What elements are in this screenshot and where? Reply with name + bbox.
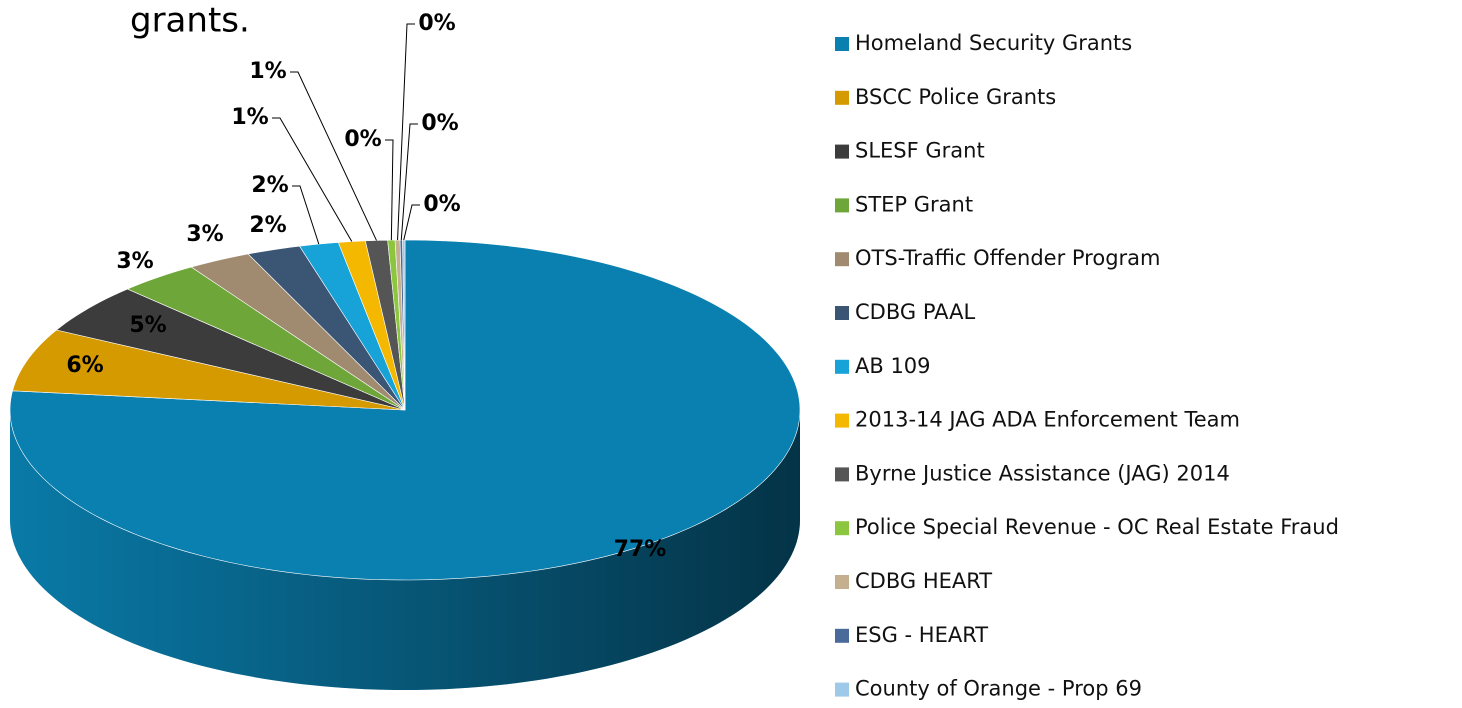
data-label: 6% xyxy=(66,353,103,378)
slice xyxy=(247,245,406,411)
legend-label: Police Special Revenue - OC Real Estate … xyxy=(855,515,1339,539)
leader-line xyxy=(290,71,377,241)
legend-label: 2013-14 JAG ADA Enforcement Team xyxy=(855,408,1240,432)
leader-line xyxy=(400,123,418,241)
legend-label: AB 109 xyxy=(855,354,931,378)
slice xyxy=(190,253,406,411)
data-label: 0% xyxy=(344,127,381,152)
data-label: 5% xyxy=(129,313,166,338)
legend-label: County of Orange - Prop 69 xyxy=(855,677,1142,701)
slice xyxy=(126,266,406,411)
legend-swatch xyxy=(835,467,849,482)
legend-label: Homeland Security Grants xyxy=(855,31,1132,55)
slice xyxy=(12,329,406,411)
legend-swatch xyxy=(835,413,849,428)
legend-swatch xyxy=(835,144,849,159)
data-label: 2% xyxy=(249,213,286,238)
legend-label: SLESF Grant xyxy=(855,139,985,163)
legend-label: OTS-Traffic Offender Program xyxy=(855,246,1161,270)
legend-label: CDBG HEART xyxy=(855,569,992,593)
legend-swatch xyxy=(835,521,849,536)
legend-label: Byrne Justice Assistance (JAG) 2014 xyxy=(855,461,1230,485)
data-label: 0% xyxy=(421,111,458,136)
chart-title: grants. xyxy=(130,1,250,41)
data-label: 0% xyxy=(423,192,460,217)
legend-swatch xyxy=(835,198,849,213)
data-label: 3% xyxy=(186,222,223,247)
legend-swatch xyxy=(835,575,849,589)
legend-swatch xyxy=(835,628,849,643)
legend-swatch xyxy=(835,37,849,51)
slice xyxy=(55,288,406,411)
slice xyxy=(402,239,406,411)
data-label: 0% xyxy=(418,11,455,36)
leader-line xyxy=(397,23,415,241)
data-label: 1% xyxy=(249,59,286,84)
legend-swatch xyxy=(835,682,849,697)
data-label: 3% xyxy=(116,249,153,274)
legend-label: ESG - HEART xyxy=(855,623,988,647)
legend-swatch xyxy=(835,306,849,320)
data-label: 77% xyxy=(614,537,667,562)
data-label: 1% xyxy=(231,105,268,130)
slice-side-shade xyxy=(10,410,800,690)
legend-label: BSCC Police Grants xyxy=(855,85,1056,109)
legend-swatch xyxy=(835,90,849,105)
data-label: 2% xyxy=(251,173,288,198)
legend-label: CDBG PAAL xyxy=(855,300,975,324)
legend-swatch xyxy=(835,252,849,267)
leader-line xyxy=(403,204,420,241)
leader-line xyxy=(272,117,353,242)
leader-line xyxy=(385,139,394,241)
leader-line xyxy=(292,185,320,245)
legend-swatch xyxy=(835,359,849,374)
legend-label: STEP Grant xyxy=(855,192,973,216)
